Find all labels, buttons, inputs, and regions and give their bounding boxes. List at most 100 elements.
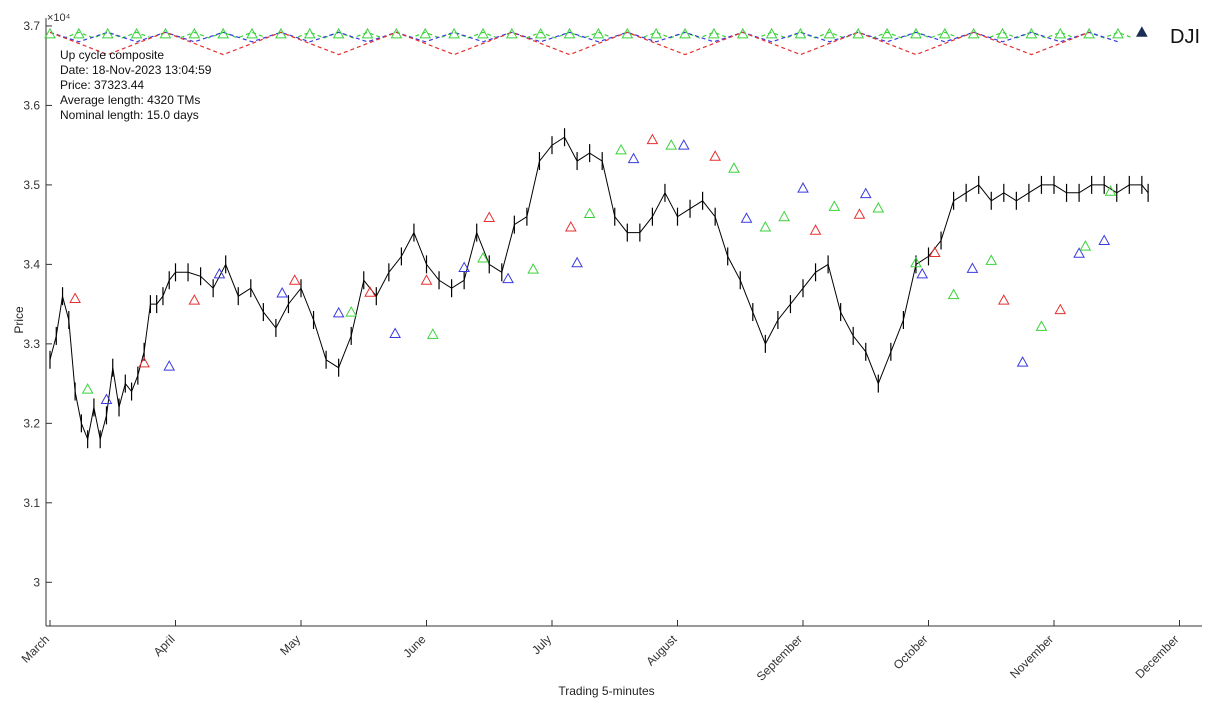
top-green-cycle-marker [101,27,114,39]
top-green-cycle-marker [73,27,85,39]
top-green-cycle-marker [217,27,230,39]
x-tick-label: May [277,632,303,658]
top-green-cycle-marker [823,27,836,39]
info-average-length: Average length: 4320 TMs [60,93,201,107]
x-tick-label: October [891,632,931,672]
top-green-cycle-marker [390,27,403,39]
top-green-cycle-marker [708,27,720,39]
red-cycle-marker [809,224,822,235]
blue-cycle-marker [213,267,226,279]
green-cycle-marker [527,263,540,274]
x-tick-label: June [400,632,429,661]
blue-cycle-marker [389,327,401,339]
red-cycle-marker [69,292,81,304]
top-green-cycle-marker [967,27,980,39]
red-cycle-marker [928,246,941,257]
info-date: Date: 18-Nov-2023 13:04:59 [60,63,212,77]
y-tick-label: 3 [33,575,40,589]
cycle-composite-lines [49,31,1133,56]
green-cycle-marker [665,139,678,150]
blue-cycle-marker [1073,247,1085,258]
red-cycle-marker [420,274,433,285]
red-cycle-marker [646,133,659,145]
blue-cycle-marker [502,272,514,284]
top-green-cycle-marker [794,27,807,39]
top-green-cycle-marker [534,27,547,39]
green-cycle-marker [583,207,596,219]
x-tick-label: April [151,632,178,659]
blue-cycle-marker [100,393,113,404]
top-green-cycle-marker [361,27,374,39]
green-cycle-marker [872,201,885,213]
blue-cycle-marker [627,152,640,164]
green-cycle-marker [728,162,740,173]
info-box: Up cycle composite Date: 18-Nov-2023 13:… [60,48,211,123]
top-green-cycle-marker [159,27,172,39]
red-cycle-marker [709,150,721,161]
composite-cycle-line [49,31,1119,43]
red-cycle-marker [564,220,577,232]
red-cycle-marker [997,294,1010,305]
x-tick-label: July [529,632,554,657]
blue-cycle-marker [916,267,929,279]
x-tick-label: November [1007,632,1056,681]
y-tick-label: 3.1 [23,496,40,510]
top-green-cycle-marker [275,27,287,39]
y-tick-label: 3.6 [23,98,40,112]
top-green-cycle-marker [419,27,432,39]
y-tick-label: 3.3 [23,337,40,351]
top-green-cycle-marker [765,27,778,39]
top-green-cycle-marker [1083,27,1095,39]
top-green-cycle-marker [1112,27,1124,39]
blue-cycle-marker [797,182,809,193]
top-green-cycle-marker [679,27,691,39]
info-price: Price: 37323.44 [60,78,145,92]
red-cycle-marker [364,286,376,297]
top-green-cycle-marker [881,27,893,39]
blue-cycle-marker [1016,356,1029,367]
y-tick-label: 3.4 [23,257,40,271]
top-green-cycle-marker [650,27,663,39]
blue-cycle-marker [571,256,583,268]
red-cycle-marker [288,274,301,285]
top-green-cycle-marker [996,27,1009,39]
x-axis-label: Trading 5-minutes [558,684,655,698]
top-green-cycle-marker [246,27,258,39]
green-cycle-marker [615,143,627,155]
red-cycle-marker [853,208,866,219]
green-cycle-marker [345,306,358,317]
ticker-label: DJI [1170,26,1200,48]
green-cycle-marker [828,200,841,211]
top-green-cycle-marker [592,27,605,39]
cycle-markers [44,26,1148,404]
top-green-cycle-marker [448,27,460,39]
blue-cycle-marker [1098,234,1111,246]
green-cycle-marker [1104,185,1117,196]
green-cycle-marker [81,383,94,394]
top-green-cycle-marker [130,27,143,39]
top-green-cycle-marker [505,27,518,39]
blue-cycle-marker [677,139,690,150]
x-tick-label: March [19,632,52,665]
x-tick-label: December [1133,632,1182,681]
green-cycle-marker [910,256,922,268]
price-series [49,128,1149,449]
price-line [49,136,1149,441]
top-green-cycle-marker [736,27,749,39]
top-green-cycle-marker [852,27,865,39]
red-cycle-marker [138,356,150,368]
green-cycle-marker [947,288,960,300]
blue-cycle-marker [859,187,872,199]
top-green-cycle-marker [332,27,345,39]
top-green-cycle-marker [910,27,922,39]
info-title: Up cycle composite [60,48,165,62]
top-green-cycle-marker [1025,27,1038,39]
blue-cycle-marker [966,262,979,273]
red-cycle-marker [1054,303,1067,315]
y-tick-label: 3.5 [23,178,40,192]
top-green-cycle-marker [563,27,576,39]
blue-cycle-marker [740,212,753,223]
blue-cycle-marker [276,286,289,298]
green-cycle-marker [778,210,791,222]
